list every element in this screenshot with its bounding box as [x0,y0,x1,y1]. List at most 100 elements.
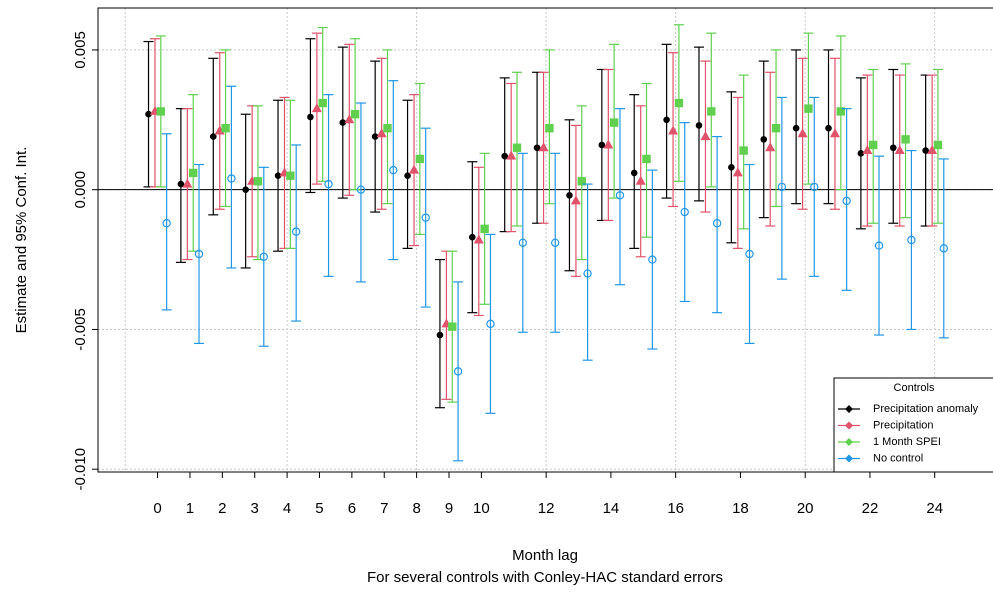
point [745,249,754,259]
legend-label: Precipitation [873,419,934,431]
point [615,191,625,200]
x-tick-label: 18 [732,500,749,517]
point [533,144,541,152]
point [642,154,651,164]
point [371,133,379,140]
point [771,123,781,133]
point [324,179,333,189]
point [874,241,884,250]
point [350,110,360,119]
x-axis-title: Month lag [512,547,578,564]
x-tick-label: 14 [603,500,620,517]
x-tick-label: 0 [153,500,161,517]
point [415,154,425,164]
point [242,186,249,193]
y-tick-label: -0.005 [72,308,89,351]
point [695,122,703,129]
point [389,165,398,175]
point [545,123,554,133]
point [797,128,808,138]
point [728,164,735,171]
point [635,175,646,185]
point [538,142,549,152]
point [901,135,910,144]
point [630,169,638,177]
point [480,224,489,234]
point [253,177,263,186]
x-tick-label: 3 [251,500,259,517]
point [933,140,943,150]
x-tick-label: 2 [218,500,226,517]
point [188,168,198,178]
point [663,116,670,124]
point [907,235,916,245]
point [506,150,517,160]
legend-label: 1 Month SPEI [873,436,941,448]
x-tick-label: 24 [926,500,943,517]
legend-marker [845,405,853,413]
point [825,124,832,132]
point [339,119,347,126]
point [842,196,851,206]
x-tick-label: 8 [412,500,420,517]
legend-marker [845,454,853,463]
x-tick-label: 9 [445,500,453,517]
x-tick-label: 5 [315,500,323,517]
y-tick-label: 0.000 [72,171,89,209]
point [804,104,813,113]
point [274,172,282,180]
x-tick-label: 12 [538,500,555,517]
x-tick-label: 16 [667,500,684,517]
point [712,219,722,228]
point [922,147,929,154]
point [194,249,204,259]
point [344,114,355,124]
point [829,128,840,138]
point [836,107,846,116]
point [739,146,748,155]
point [421,213,430,222]
legend-title: Controls [894,382,935,394]
point [760,136,768,143]
point [732,167,743,177]
point [473,234,484,244]
point [518,238,528,247]
legend-marker [845,438,853,446]
x-tick-label: 1 [186,500,194,517]
point [501,152,509,160]
point [469,233,476,241]
point [598,141,606,149]
point [609,118,619,127]
point [356,185,366,194]
point [318,98,327,108]
y-axis-title: Estimate and 95% Conf. Int. [13,147,30,334]
point [674,98,684,108]
point [862,145,873,155]
point [311,103,322,113]
point [894,145,905,155]
point [227,174,236,183]
legend-box [833,377,993,473]
point [221,123,230,133]
point [409,164,420,174]
point [889,144,897,152]
x-tick-label: 4 [283,500,291,517]
point [857,150,865,157]
point [680,207,689,217]
y-tick-label: -0.010 [72,448,89,491]
x-axis-subtitle: For several controls with Conley-HAC sta… [367,569,723,586]
point [792,124,800,132]
legend-label: Precipitation anomaly [873,403,979,415]
point [486,319,495,329]
x-tick-label: 22 [862,500,879,517]
legend-label: No control [873,452,923,464]
point [156,107,166,116]
point [707,107,716,116]
point [209,133,217,140]
point [162,219,171,228]
point [810,182,819,192]
point [286,171,295,180]
point [868,140,878,150]
point [177,180,185,188]
